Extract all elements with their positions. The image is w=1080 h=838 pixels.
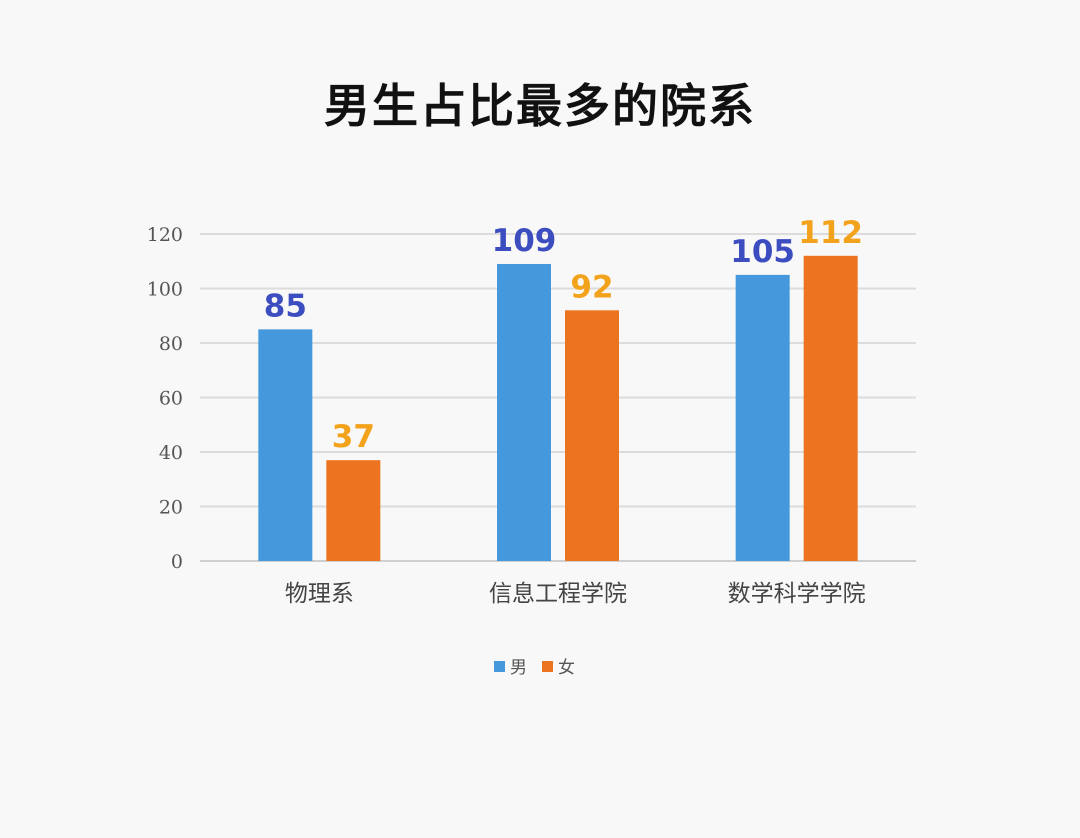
- bars: [258, 255, 858, 562]
- x-category-label: 信息工程学院: [489, 581, 627, 607]
- grid-lines: [200, 233, 916, 562]
- data-label: 85: [264, 288, 307, 324]
- bar-female: [326, 460, 381, 561]
- data-label: 92: [570, 269, 613, 305]
- data-label: 112: [798, 215, 863, 251]
- y-tick-label: 80: [159, 333, 183, 355]
- y-tick-label: 40: [159, 442, 183, 464]
- y-tick-label: 100: [147, 279, 183, 301]
- x-axis-categories: 物理系 信息工程学院 数学科学学院: [285, 581, 866, 607]
- x-category-label: 物理系: [285, 581, 354, 607]
- legend-swatch: [542, 661, 553, 672]
- data-label: 37: [332, 419, 375, 455]
- data-label: 109: [492, 223, 557, 259]
- bar-male: [497, 263, 551, 561]
- bar-male: [258, 329, 313, 561]
- chart-title: 男生占比最多的院系: [324, 79, 756, 133]
- data-label: 105: [730, 234, 795, 270]
- y-axis-ticks: 0 20 40 60 80 100 120: [147, 224, 183, 573]
- y-tick-label: 0: [171, 551, 183, 573]
- bar-female: [565, 310, 619, 561]
- bar-female: [803, 255, 858, 562]
- x-category-label: 数学科学学院: [728, 581, 866, 607]
- legend-label: 女: [558, 658, 575, 678]
- y-tick-label: 20: [159, 497, 183, 519]
- y-tick-label: 120: [147, 224, 183, 246]
- legend: 男女: [494, 658, 575, 678]
- legend-label: 男: [510, 658, 527, 678]
- legend-swatch: [494, 661, 505, 672]
- y-tick-label: 60: [159, 388, 183, 410]
- bar-male: [735, 274, 790, 561]
